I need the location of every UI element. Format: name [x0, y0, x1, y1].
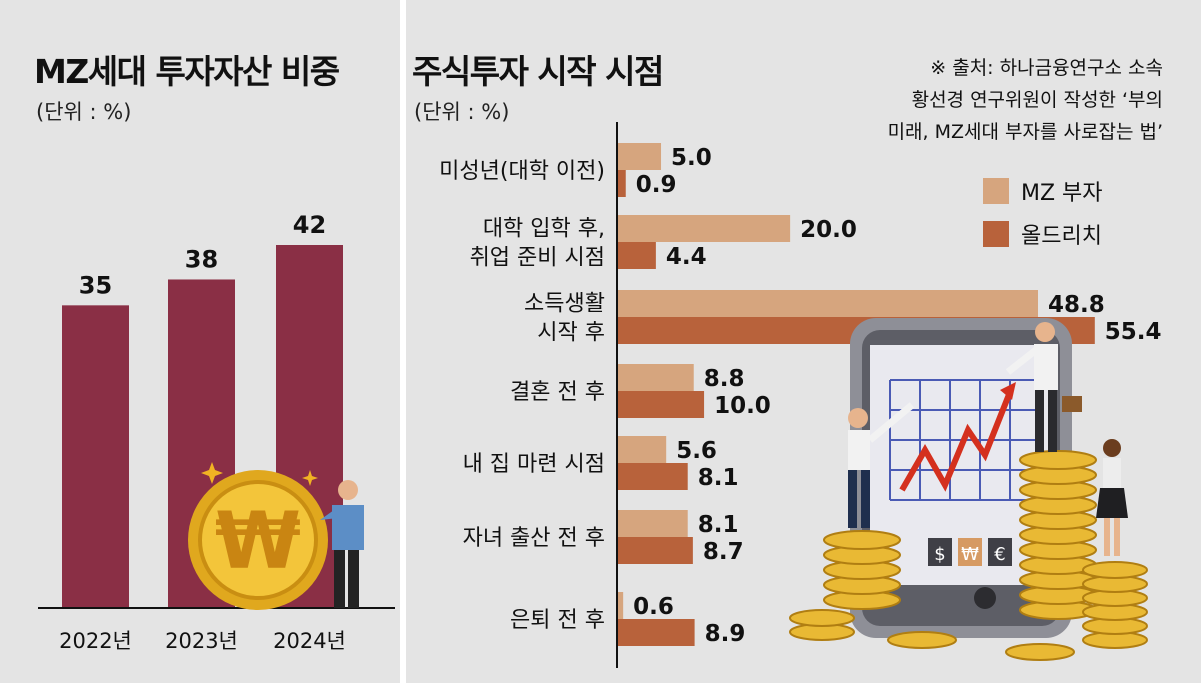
left-chart-title: MZ세대 투자자산 비중	[34, 52, 340, 91]
legend-swatch-mz	[983, 178, 1009, 204]
category-label: 대학 입학 후,	[483, 217, 605, 242]
legend-item-old: 올드리치	[983, 218, 1102, 250]
bar-mz	[618, 215, 791, 242]
legend-item-mz: MZ 부자	[983, 175, 1103, 207]
bar-old	[618, 391, 705, 418]
legend-swatch-old	[983, 221, 1009, 247]
bar-value-label: 35	[79, 271, 112, 299]
bar-old	[618, 537, 693, 564]
category-label: 미성년(대학 이전)	[439, 159, 605, 184]
category-label: 소득생활	[524, 292, 605, 317]
bar-value-label: 8.7	[703, 539, 744, 565]
bar-value-label: 10.0	[714, 393, 771, 419]
bar-value-label: 42	[293, 211, 326, 239]
bar-value-label: 20.0	[800, 217, 857, 243]
x-tick-label: 2023년	[165, 629, 238, 653]
category-label: 시작 후	[537, 321, 605, 346]
bar-2022년	[62, 305, 129, 607]
bar-value-label: 55.4	[1105, 319, 1162, 345]
bar-mz	[618, 510, 688, 537]
bar-old	[618, 463, 688, 490]
category-label: 내 집 마련 시점	[463, 452, 605, 477]
bar-value-label: 5.6	[676, 438, 717, 464]
right-chart-unit: (단위 : %)	[414, 100, 510, 124]
category-label: 은퇴 전 후	[510, 608, 605, 633]
panel-divider	[400, 0, 406, 683]
bar-old	[618, 317, 1095, 344]
bar-mz	[618, 290, 1038, 317]
bar-value-label: 0.6	[633, 594, 674, 620]
bar-value-label: 0.9	[636, 172, 677, 198]
bar-value-label: 38	[185, 245, 218, 273]
bar-value-label: 5.0	[671, 145, 712, 171]
bar-value-label: 8.1	[698, 512, 739, 538]
bar-value-label: 4.4	[666, 244, 707, 270]
bar-old	[618, 242, 656, 269]
bar-old	[618, 170, 626, 197]
x-tick-label: 2024년	[273, 629, 346, 653]
source-line-1: ※ 출처: 하나금융연구소 소속	[930, 57, 1163, 79]
bar-mz	[618, 143, 662, 170]
left-chart-unit: (단위 : %)	[36, 100, 132, 124]
legend-label-old: 올드리치	[1021, 224, 1102, 249]
bar-mz	[618, 592, 624, 619]
bar-value-label: 48.8	[1048, 292, 1105, 318]
category-label: 자녀 출산 전 후	[463, 526, 605, 551]
category-label: 취업 준비 시점	[470, 246, 605, 271]
x-tick-label: 2022년	[59, 629, 132, 653]
bar-value-label: 8.1	[698, 465, 739, 491]
source-line-3: 미래, MZ세대 부자를 사로잡는 법’	[887, 121, 1163, 143]
source-note: ※ 출처: 하나금융연구소 소속 황선경 연구위원이 작성한 ‘부의 미래, M…	[803, 52, 1163, 148]
bar-value-label: 8.9	[705, 621, 746, 647]
category-label: 결혼 전 후	[510, 380, 605, 405]
bar-mz	[618, 436, 667, 463]
bar-value-label: 8.8	[704, 366, 745, 392]
legend-label-mz: MZ 부자	[1021, 181, 1103, 206]
bar-old	[618, 619, 695, 646]
right-chart-title: 주식투자 시작 시점	[412, 52, 664, 91]
source-line-2: 황선경 연구위원이 작성한 ‘부의	[911, 89, 1163, 111]
bar-mz	[618, 364, 694, 391]
